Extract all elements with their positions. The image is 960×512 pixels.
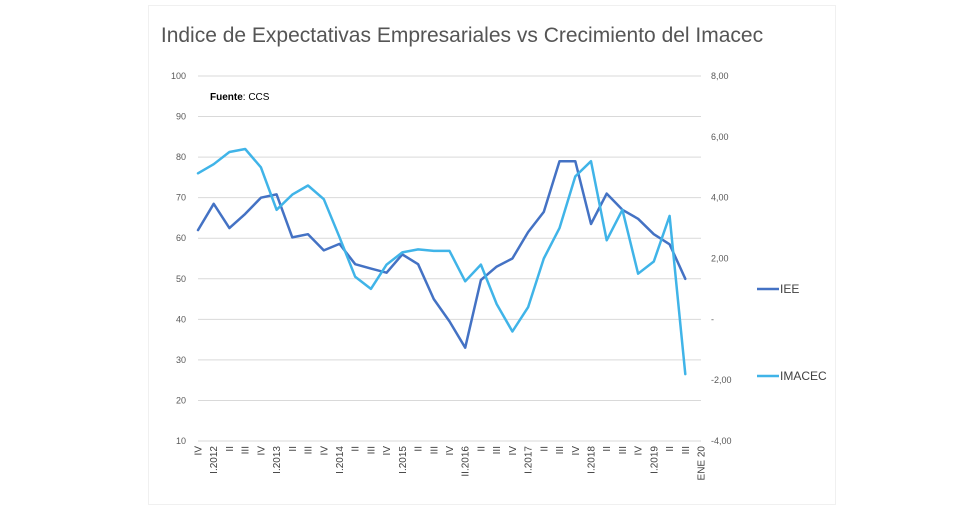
x-tick-label: IV	[508, 446, 519, 456]
x-tick-label: IV	[319, 446, 330, 456]
y-right-tick-label: -2,00	[711, 375, 732, 385]
x-tick-label: IV	[634, 446, 645, 456]
x-tick-label: III	[555, 446, 566, 454]
y-right-tick-label: 6,00	[711, 132, 729, 142]
y-axis-right: 8,00 6,00 4,00 2,00 - -2,00 -4,00	[711, 71, 732, 446]
x-tick-label: I.2018	[586, 446, 597, 474]
x-tick-label: III	[618, 446, 629, 454]
x-tick-label: II	[602, 446, 613, 452]
source-value: : CCS	[243, 92, 270, 103]
x-tick-label: IV	[194, 446, 205, 456]
x-tick-label: III	[429, 446, 440, 454]
x-tick-label: I.2015	[398, 446, 409, 474]
legend: IEE IMACEC	[757, 282, 827, 383]
grid	[198, 75, 701, 442]
y-right-tick-label: 8,00	[711, 71, 729, 81]
y-left-tick-label: 30	[176, 355, 186, 365]
x-tick-label: III	[681, 446, 692, 454]
series-line-iee	[196, 159, 687, 349]
y-right-tick-label: -	[711, 314, 714, 324]
x-tick-label: II	[476, 446, 487, 452]
y-left-tick-label: 90	[176, 112, 186, 122]
source-note: Fuente: CCS	[210, 92, 270, 103]
x-tick-label: III	[492, 446, 503, 454]
x-tick-label: II	[539, 446, 550, 452]
x-tick-label: I.2014	[335, 446, 346, 474]
series-lines	[196, 147, 687, 376]
x-tick-label: II.2016	[461, 446, 472, 477]
y-left-tick-label: 80	[176, 152, 186, 162]
series-line-imacec	[196, 147, 687, 376]
y-left-tick-label: 100	[171, 71, 186, 81]
x-tick-label: I.2013	[272, 446, 283, 474]
legend-label-imacec: IMACEC	[780, 369, 827, 383]
x-tick-label: III	[304, 446, 315, 454]
y-axis-left: 100 90 80 70 60 50 40 30 20 10	[171, 71, 186, 446]
x-tick-label: II	[665, 446, 676, 452]
legend-label-iee: IEE	[780, 282, 799, 296]
y-left-tick-label: 50	[176, 274, 186, 284]
x-tick-label: IV	[445, 446, 456, 456]
y-right-tick-label: 2,00	[711, 254, 729, 264]
x-tick-label: II	[414, 446, 425, 452]
y-right-tick-label: 4,00	[711, 193, 729, 203]
x-tick-label: III	[366, 446, 377, 454]
x-tick-label: II	[225, 446, 236, 452]
x-tick-label: IV	[382, 446, 393, 456]
chart-frame	[148, 5, 836, 505]
x-tick-label: ENE 20	[697, 446, 708, 481]
x-tick-label: I.2012	[209, 446, 220, 474]
y-left-tick-label: 40	[176, 314, 186, 324]
y-left-tick-label: 20	[176, 395, 186, 405]
y-left-tick-label: 10	[176, 436, 186, 446]
source-label: Fuente	[210, 92, 243, 103]
x-axis: IV I.2012 II III IV I.2013 II III IV I.2014 II III I…	[194, 446, 708, 481]
y-left-tick-label: 60	[176, 233, 186, 243]
x-tick-label: III	[241, 446, 252, 454]
y-right-tick-label: -4,00	[711, 436, 732, 446]
x-tick-label: IV	[256, 446, 267, 456]
x-tick-label: I.2017	[524, 446, 535, 474]
y-left-tick-label: 70	[176, 193, 186, 203]
chart-title: Indice de Expectativas Empresariales vs …	[161, 24, 763, 47]
x-tick-label: I.2019	[649, 446, 660, 474]
x-tick-label: II	[351, 446, 362, 452]
x-tick-label: IV	[571, 446, 582, 456]
x-tick-label: II	[288, 446, 299, 452]
